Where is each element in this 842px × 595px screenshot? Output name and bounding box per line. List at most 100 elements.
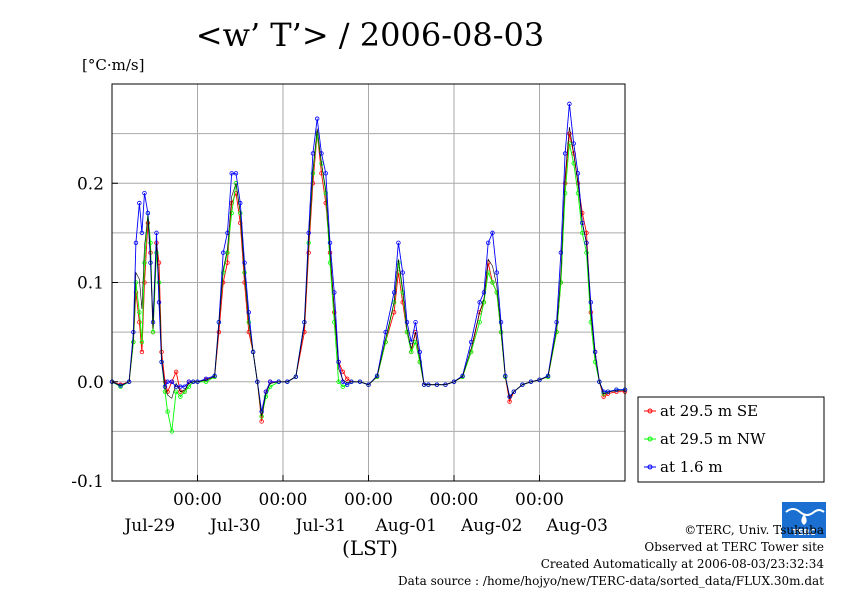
- logo-text: TERC: [793, 528, 816, 537]
- x-time-label: 00:00: [344, 490, 393, 510]
- data-point: [133, 280, 139, 285]
- y-tick-label: 0.1: [77, 274, 104, 294]
- data-point: [332, 290, 337, 295]
- data-point: [554, 320, 559, 325]
- data-point: [173, 389, 179, 394]
- data-point: [601, 394, 606, 399]
- data-point: [139, 349, 145, 355]
- chart-title: <w’ T’> / 2006-08-03: [196, 16, 545, 54]
- data-point: [400, 300, 405, 305]
- data-point: [216, 329, 222, 335]
- data-point: [323, 171, 328, 176]
- data-point: [259, 419, 264, 424]
- data-point: [558, 250, 564, 255]
- data-point: [571, 161, 576, 166]
- data-point: [319, 151, 324, 156]
- data-point: [486, 270, 491, 275]
- legend-swatch-marker: [647, 408, 653, 414]
- data-point: [137, 310, 142, 315]
- data-point: [154, 230, 159, 236]
- data-point: [567, 101, 572, 107]
- trace-line: [111, 126, 625, 417]
- data-point: [137, 320, 142, 325]
- legend-entry: at 1.6 m: [660, 458, 723, 476]
- x-axis-label: (LST): [342, 536, 398, 560]
- legend-entry: at 29.5 m SE: [660, 402, 758, 420]
- x-time-label: 00:00: [430, 490, 479, 510]
- x-day-label: Aug-03: [546, 516, 608, 536]
- data-point: [233, 171, 239, 176]
- x-time-label: 00:00: [173, 490, 222, 510]
- data-point: [169, 429, 175, 434]
- data-point: [242, 260, 247, 265]
- data-point: [148, 240, 153, 245]
- data-point: [477, 300, 482, 305]
- data-point: [229, 210, 234, 216]
- data-point: [344, 376, 350, 381]
- data-point: [460, 373, 465, 378]
- unit-label: [°C·m/s]: [82, 56, 144, 74]
- data-point: [220, 250, 226, 255]
- data-point: [545, 373, 551, 378]
- data-point: [225, 230, 230, 236]
- legend-swatch-marker: [647, 436, 653, 442]
- data-point: [139, 230, 145, 236]
- data-point: [203, 376, 209, 381]
- y-tick-label: 0.2: [77, 174, 104, 194]
- data-point: [142, 260, 147, 265]
- data-point: [169, 379, 175, 384]
- data-point: [142, 280, 147, 285]
- data-point: [165, 409, 170, 414]
- data-point: [486, 240, 491, 245]
- y-tick-label: 0.0: [77, 373, 104, 393]
- data-point: [150, 329, 156, 335]
- legend: at 29.5 m SE at 29.5 m NW at 1.6 m: [637, 396, 825, 483]
- data-point: [520, 382, 525, 387]
- data-point: [614, 387, 619, 392]
- data-point: [567, 131, 572, 136]
- x-axis: 00:00 00:00 00:00 00:00 00:00 Jul-29 Jul-30 Jul…: [122, 475, 608, 536]
- data-point: [366, 382, 371, 387]
- data-point: [139, 339, 145, 345]
- grid-lines: [112, 84, 625, 482]
- data-point: [537, 377, 542, 382]
- y-tick-label: -0.1: [71, 472, 104, 492]
- data-point: [165, 389, 170, 394]
- data-point: [137, 200, 142, 206]
- data-point: [400, 270, 405, 275]
- data-point: [178, 394, 183, 399]
- data-point: [511, 389, 517, 394]
- data-point: [178, 389, 183, 394]
- data-point: [490, 280, 495, 285]
- data-point: [229, 171, 234, 176]
- data-point: [490, 230, 495, 236]
- data-point: [417, 349, 422, 355]
- data-point: [178, 384, 183, 389]
- data-point: [391, 290, 397, 295]
- terc-logo: TERC: [782, 502, 826, 538]
- credit-created: Created Automatically at 2006-08-03/23:3…: [540, 557, 824, 571]
- data-point: [404, 320, 410, 325]
- credit-source: Data source : /home/hojyo/new/TERC-data/…: [398, 574, 824, 588]
- data-point: [477, 320, 482, 325]
- x-day-label: Jul-29: [122, 516, 175, 536]
- data-point: [306, 250, 311, 255]
- data-point: [142, 190, 147, 196]
- data-point: [413, 320, 418, 325]
- x-time-label: 00:00: [515, 490, 564, 510]
- data-point: [584, 250, 589, 255]
- data-point: [498, 320, 504, 325]
- data-point: [481, 290, 487, 295]
- data-point: [451, 379, 457, 384]
- data-point: [186, 384, 192, 389]
- data-point: [145, 210, 151, 216]
- legend-box: [637, 396, 825, 483]
- data-point: [409, 349, 414, 355]
- series-layer: [109, 101, 628, 434]
- data-point: [494, 270, 499, 275]
- x-day-label: Aug-02: [460, 516, 522, 536]
- data-point: [225, 250, 230, 255]
- legend-entry: at 29.5 m NW: [660, 430, 766, 448]
- y-axis: -0.1 0.0 0.1 0.2: [71, 174, 118, 492]
